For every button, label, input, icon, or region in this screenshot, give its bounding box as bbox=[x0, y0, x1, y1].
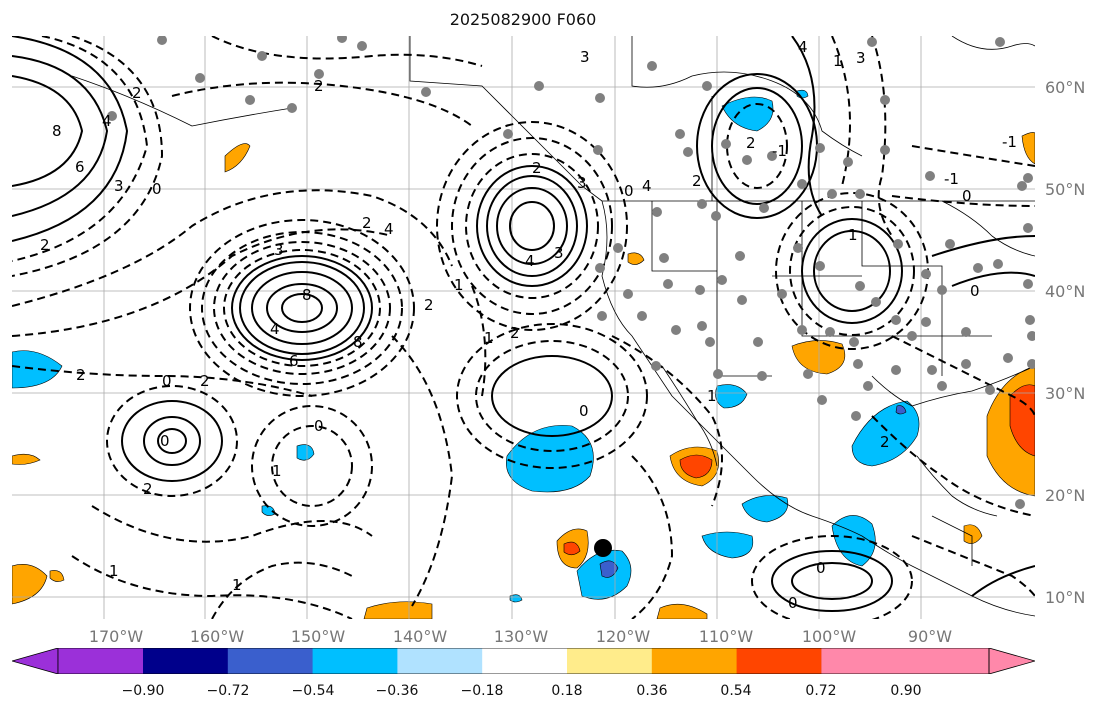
colorbar-tick-label: −0.54 bbox=[291, 683, 335, 699]
contour-label: 1 bbox=[109, 562, 119, 580]
contour-label: 2 bbox=[362, 214, 372, 232]
longitude-label: 130°W bbox=[493, 627, 549, 646]
contour-label: 2 bbox=[510, 324, 520, 342]
colorbar-segment bbox=[143, 648, 229, 674]
longitude-label: 160°W bbox=[189, 627, 245, 646]
longitude-label: 140°W bbox=[392, 627, 448, 646]
latitude-label: 10°N bbox=[1045, 588, 1086, 607]
contour-label: 1 bbox=[232, 576, 242, 594]
contour-label: 4 bbox=[642, 177, 652, 195]
contour-label: 4 bbox=[102, 112, 112, 130]
colorbar-extend-high bbox=[988, 648, 1035, 674]
contour-label: 1 bbox=[707, 387, 717, 405]
station-dots bbox=[107, 36, 1035, 509]
contour-label: 0 bbox=[970, 282, 980, 300]
longitude-label: 170°W bbox=[88, 627, 144, 646]
colorbar-segment bbox=[651, 648, 738, 674]
contour-label: 2 bbox=[143, 480, 153, 498]
contour-label: 8 bbox=[353, 333, 363, 351]
contour-label: -1 bbox=[1002, 133, 1017, 151]
contour-lines bbox=[12, 36, 1035, 619]
contour-label: 2 bbox=[314, 77, 324, 95]
contour-label: 3 bbox=[856, 49, 866, 67]
contour-label: 1 bbox=[454, 276, 464, 294]
latitude-label: 40°N bbox=[1045, 282, 1086, 301]
contour-label: 4 bbox=[798, 38, 808, 56]
contour-label: 2 bbox=[76, 366, 86, 384]
contour-label: 2 bbox=[40, 236, 50, 254]
contour-label: 8 bbox=[52, 122, 62, 140]
contour-label: 2 bbox=[692, 172, 702, 190]
contour-label: -1 bbox=[944, 170, 959, 188]
colorbar-tick-label: −0.72 bbox=[206, 683, 250, 699]
colorbar-segment bbox=[312, 648, 398, 674]
colorbar-segment bbox=[736, 648, 822, 674]
contour-label: 0 bbox=[152, 180, 162, 198]
contour-label: 2 bbox=[880, 433, 890, 451]
contour-label: 3 bbox=[577, 174, 587, 192]
shaded-anomaly-areas bbox=[12, 89, 1035, 619]
contour-label: 1 bbox=[848, 226, 858, 244]
contour-label: 0 bbox=[160, 432, 170, 450]
contour-label: 0 bbox=[788, 594, 798, 612]
contour-label: 0 bbox=[624, 182, 634, 200]
colorbar-tick-label: 0.18 bbox=[551, 683, 583, 699]
contour-label: 3 bbox=[554, 244, 564, 262]
longitude-label: 150°W bbox=[290, 627, 346, 646]
latitude-label: 50°N bbox=[1045, 180, 1086, 199]
longitude-label: 110°W bbox=[698, 627, 754, 646]
latitude-label: 30°N bbox=[1045, 384, 1086, 403]
contour-label: 0 bbox=[314, 417, 324, 435]
contour-label: 2 bbox=[424, 296, 434, 314]
colorbar-segment bbox=[397, 648, 483, 674]
contour-label: 0 bbox=[579, 402, 589, 420]
colorbar-tick-label: 0.54 bbox=[720, 683, 752, 699]
map-title: 2025082900 F060 bbox=[449, 10, 597, 29]
contour-label: 2 bbox=[132, 84, 142, 102]
contour-label: 6 bbox=[289, 352, 299, 370]
contour-label: 2 bbox=[746, 134, 756, 152]
contour-label: 3 bbox=[114, 177, 124, 195]
colorbar-tick-label: −0.36 bbox=[375, 683, 419, 699]
longitude-label: 100°W bbox=[801, 627, 857, 646]
latitude-label: 20°N bbox=[1045, 486, 1086, 505]
contour-label: 0 bbox=[962, 187, 972, 205]
colorbar-segment bbox=[821, 648, 989, 674]
contour-label: 0 bbox=[816, 559, 826, 577]
contour-label: 4 bbox=[384, 220, 394, 238]
colorbar-tick-label: 0.36 bbox=[636, 683, 668, 699]
contour-label: -1 bbox=[772, 142, 787, 160]
colorbar-segment bbox=[482, 648, 568, 674]
colorbar-segment bbox=[58, 648, 143, 674]
contour-label: 3 bbox=[580, 48, 590, 66]
contour-label: 2 bbox=[200, 372, 210, 390]
contour-label: 3 bbox=[274, 241, 284, 259]
longitude-label: 90°W bbox=[907, 627, 953, 646]
colorbar-frame bbox=[57, 648, 990, 674]
contour-label: 4 bbox=[525, 252, 535, 270]
colorbar-tick-label: 0.72 bbox=[805, 683, 837, 699]
latitude-label: 60°N bbox=[1045, 78, 1086, 97]
colorbar-segment bbox=[227, 648, 314, 674]
contour-label: 1 bbox=[272, 462, 282, 480]
colorbar-extend-low bbox=[12, 648, 59, 674]
contour-label: 1 bbox=[484, 329, 494, 347]
colorbar-tick-label: −0.18 bbox=[460, 683, 504, 699]
contour-label: 2 bbox=[532, 159, 542, 177]
storm-marker bbox=[594, 539, 612, 557]
contour-label: 0 bbox=[162, 372, 172, 390]
colorbar bbox=[12, 648, 1035, 674]
contour-label: 8 bbox=[302, 286, 312, 304]
colorbar-tick-label: −0.90 bbox=[121, 683, 165, 699]
contour-label: 1 bbox=[833, 52, 843, 70]
contour-label: 4 bbox=[270, 320, 280, 338]
contour-label: 6 bbox=[75, 158, 85, 176]
longitude-label: 120°W bbox=[595, 627, 651, 646]
colorbar-segment bbox=[567, 648, 653, 674]
colorbar-tick-label: 0.90 bbox=[890, 683, 922, 699]
